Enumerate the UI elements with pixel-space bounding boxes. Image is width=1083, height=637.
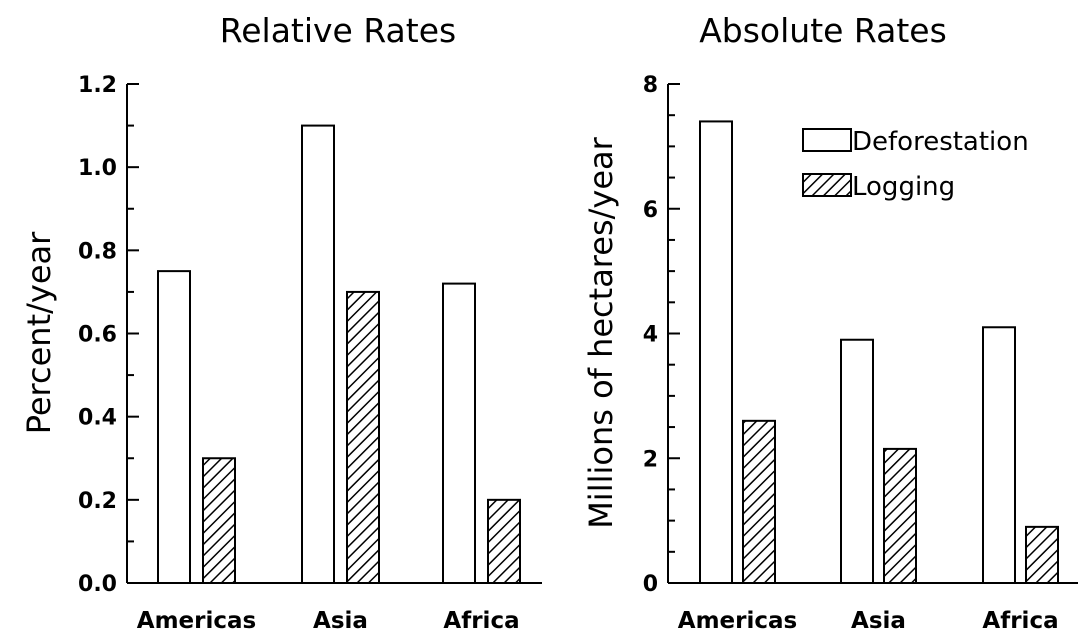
relative-rates-category-label: Asia (313, 608, 368, 634)
legend-label-logging: Logging (852, 172, 955, 202)
absolute-rates-y-tick-label: 6 (643, 198, 658, 223)
absolute-rates-category-label: Africa (982, 608, 1058, 634)
relative-rates-bar-logging-americas (202, 457, 236, 584)
relative-rates-category-label: Africa (443, 608, 519, 634)
absolute-rates-y-axis-label: Millions of hectares/year (582, 136, 620, 528)
relative-rates-y-axis-label: Percent/year (20, 231, 58, 434)
relative-rates-categories: Americas Asia Africa (137, 608, 520, 634)
absolute-rates-y-tick-label: 8 (643, 73, 658, 98)
relative-rates-bar-deforestation-americas (157, 270, 191, 584)
relative-rates-bars (157, 124, 521, 585)
legend-swatch-logging (802, 173, 852, 197)
relative-rates-y-tick-label: 1.2 (78, 73, 117, 98)
legend-label-deforestation: Deforestation (852, 127, 1029, 157)
absolute-rates-bar-deforestation-americas (699, 120, 733, 585)
absolute-rates-bars (699, 120, 1059, 585)
relative-rates-chart: Relative Rates Percent/year 0.0 0.2 0.4 0.6… (20, 11, 542, 634)
absolute-rates-chart: Absolute Rates Millions of hectares/year… (582, 11, 1078, 634)
relative-rates-category-label: Americas (137, 608, 256, 634)
absolute-rates-title: Absolute Rates (699, 11, 947, 50)
relative-rates-y-tick-label: 0.0 (78, 572, 117, 597)
relative-rates-bar-deforestation-asia (301, 124, 335, 584)
absolute-rates-bar-logging-asia (883, 447, 917, 584)
absolute-rates-category-label: Americas (678, 608, 797, 634)
relative-rates-bar-logging-asia (346, 290, 380, 584)
absolute-rates-category-label: Asia (851, 608, 906, 634)
absolute-rates-categories: Americas Asia Africa (678, 608, 1059, 634)
absolute-rates-y-tick-label: 2 (643, 447, 658, 472)
relative-rates-title: Relative Rates (220, 11, 456, 50)
absolute-rates-bar-deforestation-africa (982, 326, 1016, 585)
absolute-rates-bar-deforestation-asia (840, 338, 874, 584)
relative-rates-y-ticks: 0.0 0.2 0.4 0.6 0.8 1.0 1.2 (78, 73, 139, 597)
relative-rates-y-tick-label: 0.2 (78, 489, 117, 514)
relative-rates-bar-logging-africa (487, 498, 521, 585)
absolute-rates-y-ticks: 0 2 4 6 8 (643, 73, 680, 597)
legend: Deforestation Logging (802, 127, 1029, 202)
relative-rates-bar-deforestation-africa (442, 282, 476, 584)
legend-swatch-deforestation (802, 128, 852, 152)
relative-rates-y-tick-label: 0.4 (78, 406, 117, 431)
absolute-rates-y-tick-label: 0 (643, 572, 658, 597)
relative-rates-y-tick-label: 0.6 (78, 323, 117, 348)
absolute-rates-bar-logging-africa (1025, 525, 1059, 584)
absolute-rates-y-tick-label: 4 (643, 323, 658, 348)
absolute-rates-bar-logging-americas (742, 419, 776, 585)
relative-rates-y-tick-label: 0.8 (78, 239, 117, 264)
relative-rates-y-tick-label: 1.0 (78, 156, 117, 181)
